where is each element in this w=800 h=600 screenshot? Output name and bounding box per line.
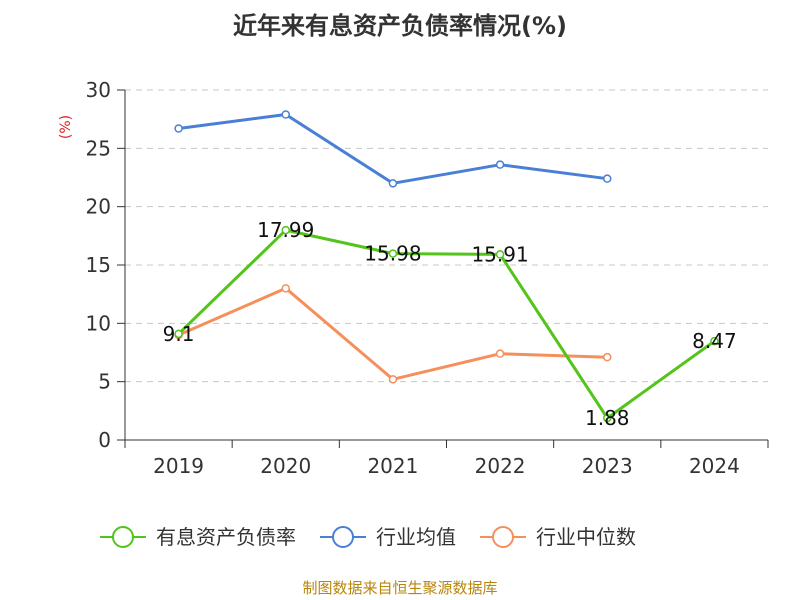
data-point (495, 349, 505, 358)
source-note: 制图数据来自恒生聚源数据库 (302, 579, 497, 597)
legend-swatch-marker (112, 526, 134, 548)
data-point (388, 375, 398, 384)
y-tick-label: 5 (98, 370, 111, 394)
legend: 有息资产负债率 行业均值 行业中位数 (100, 525, 636, 549)
y-tick-label: 15 (86, 253, 111, 277)
axes: 0 5 10 15 20 25 30 2019 2020 2021 2022 2023 2024 (86, 78, 769, 478)
x-tick-label: 2020 (260, 454, 311, 478)
legend-label: 有息资产负债率 (156, 525, 296, 549)
data-label: 8.47 (692, 329, 737, 353)
data-point (495, 160, 505, 169)
data-point (281, 284, 290, 293)
data-label: 17.99 (257, 218, 314, 242)
data-label: 9.1 (163, 322, 195, 346)
x-tick-label: 2024 (689, 454, 740, 478)
data-point (603, 413, 612, 423)
legend-swatch-marker (332, 526, 354, 548)
legend-label: 行业中位数 (536, 525, 636, 549)
data-point (281, 110, 290, 119)
x-tick-label: 2021 (367, 454, 418, 478)
chart-title: 近年来有息资产负债率情况(%) (233, 12, 567, 40)
data-point (710, 336, 719, 346)
series-group (174, 110, 719, 423)
y-tick-label: 0 (98, 428, 111, 452)
series-line (178, 113, 608, 185)
x-tick-label: 2023 (582, 454, 633, 478)
data-point (495, 250, 505, 259)
data-label: 1.88 (585, 406, 630, 430)
y-tick-label: 20 (86, 195, 111, 219)
data-point (603, 174, 612, 183)
data-point (388, 249, 398, 258)
x-tick-label: 2022 (475, 454, 526, 478)
data-point (174, 124, 183, 133)
series-line (178, 286, 608, 381)
legend-swatch-marker (492, 526, 514, 548)
series-line (177, 228, 716, 420)
data-point (603, 352, 612, 362)
legend-label: 行业均值 (376, 525, 456, 549)
x-tick-label: 2019 (153, 454, 204, 478)
data-labels: 9.1 17.99 15.98 15.91 1.88 8.47 (163, 218, 737, 430)
y-tick-label: 30 (86, 78, 111, 102)
y-axis-unit-label: (%) (58, 115, 74, 139)
y-tick-label: 10 (86, 311, 111, 335)
data-point (174, 329, 183, 339)
data-point (388, 179, 398, 188)
y-tick-label: 25 (86, 136, 111, 160)
data-label: 15.98 (364, 242, 421, 266)
data-label: 15.91 (471, 242, 528, 266)
data-point (281, 225, 290, 235)
grid-lines (125, 89, 768, 383)
